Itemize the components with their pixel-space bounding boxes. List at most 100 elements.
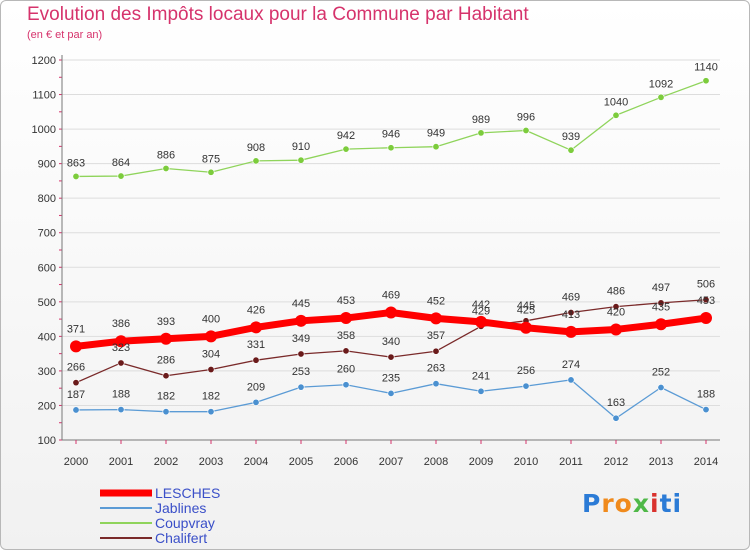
data-label: 996 (517, 111, 535, 123)
data-label: 386 (112, 318, 130, 330)
data-point (72, 379, 80, 387)
data-point (475, 315, 487, 328)
x-tick-label: 2002 (154, 456, 178, 468)
data-point (70, 340, 82, 353)
data-label: 1140 (694, 62, 718, 74)
legend-label-lesches: LESCHES (155, 485, 220, 501)
data-label: 286 (157, 355, 175, 367)
y-axis-ticks: 100 200 300 400 500 600 700 800 900 1000 1100 1200 (32, 55, 56, 447)
data-label: 1092 (649, 78, 673, 90)
y-tick-label: 500 (38, 297, 56, 309)
data-point (342, 347, 350, 355)
data-point (207, 408, 215, 416)
data-label: 274 (562, 359, 580, 371)
x-tick-label: 2001 (109, 456, 133, 468)
data-point (115, 335, 127, 348)
data-label: 497 (652, 282, 670, 294)
data-label: 349 (292, 333, 310, 345)
data-label: 357 (427, 330, 445, 342)
data-label: 256 (517, 365, 535, 377)
data-label: 942 (337, 130, 355, 142)
data-label: 182 (202, 391, 220, 403)
data-label: 400 (202, 313, 220, 325)
data-point (297, 156, 305, 164)
data-point (117, 172, 125, 180)
legend-label-jablines: Jablines (155, 500, 206, 516)
data-label: 266 (67, 362, 85, 374)
data-point (567, 376, 575, 384)
data-point (297, 383, 305, 391)
data-label: 469 (562, 292, 580, 304)
data-label: 241 (472, 370, 490, 382)
legend-label-coupvray: Coupvray (155, 515, 215, 531)
y-tick-label: 600 (38, 262, 56, 274)
data-point (250, 321, 262, 334)
y-tick-label: 200 (38, 400, 56, 412)
data-point (432, 380, 440, 388)
x-axis-ticks: 2000 2001 2002 2003 2004 2005 2006 2007 2008 2009… (64, 440, 718, 468)
data-label: 263 (427, 363, 445, 375)
data-point (565, 325, 577, 338)
y-tick-label: 900 (38, 159, 56, 171)
data-point (520, 321, 532, 334)
x-tick-label: 2013 (649, 456, 673, 468)
data-label: 188 (112, 389, 130, 401)
data-label: 452 (427, 295, 445, 307)
data-label: 864 (112, 157, 130, 169)
data-label: 260 (337, 364, 355, 376)
series-points (70, 77, 712, 422)
data-point (162, 408, 170, 416)
data-label: 425 (517, 305, 535, 317)
data-label: 393 (157, 316, 175, 328)
y-tick-label: 400 (38, 331, 56, 343)
x-tick-label: 2005 (289, 456, 313, 468)
y-tick-label: 800 (38, 193, 56, 205)
logo-letter: P (582, 489, 602, 518)
data-point (387, 389, 395, 397)
data-point (657, 299, 665, 307)
data-label: 949 (427, 128, 445, 140)
data-point (342, 381, 350, 389)
data-point (207, 168, 215, 176)
data-point (610, 323, 622, 336)
data-point (612, 111, 620, 119)
data-label: 182 (157, 391, 175, 403)
data-point (477, 129, 485, 137)
data-label: 506 (697, 279, 715, 291)
data-point (387, 144, 395, 152)
data-point (477, 387, 485, 395)
grid-lines (62, 59, 720, 441)
proxiti-logo: Proxiti (582, 489, 682, 518)
y-tick-label: 1100 (32, 90, 56, 102)
data-point (295, 314, 307, 327)
x-tick-label: 2000 (64, 456, 88, 468)
data-label: 163 (607, 397, 625, 409)
data-label: 453 (337, 295, 355, 307)
data-label: 235 (382, 372, 400, 384)
data-point (567, 146, 575, 154)
x-tick-label: 2012 (604, 456, 628, 468)
data-point (252, 398, 260, 406)
x-tick-label: 2006 (334, 456, 358, 468)
data-point (702, 296, 710, 304)
data-labels: 863 864 886 875 908 910 942 946 949 989 996 939 1040… (67, 62, 718, 410)
data-point (162, 164, 170, 172)
data-label: 445 (517, 300, 535, 312)
data-label: 426 (247, 304, 265, 316)
data-point (207, 366, 215, 374)
data-label: 253 (292, 366, 310, 378)
data-point (522, 126, 530, 134)
data-label: 420 (607, 306, 625, 318)
data-label: 340 (382, 336, 400, 348)
data-label: 429 (472, 305, 490, 317)
data-point (702, 77, 710, 85)
data-point (700, 312, 712, 325)
data-label: 445 (292, 298, 310, 310)
data-point (655, 318, 667, 331)
logo-letter: i (650, 489, 660, 518)
data-label: 908 (247, 142, 265, 154)
data-point (432, 347, 440, 355)
logo-letter: o (614, 489, 633, 518)
